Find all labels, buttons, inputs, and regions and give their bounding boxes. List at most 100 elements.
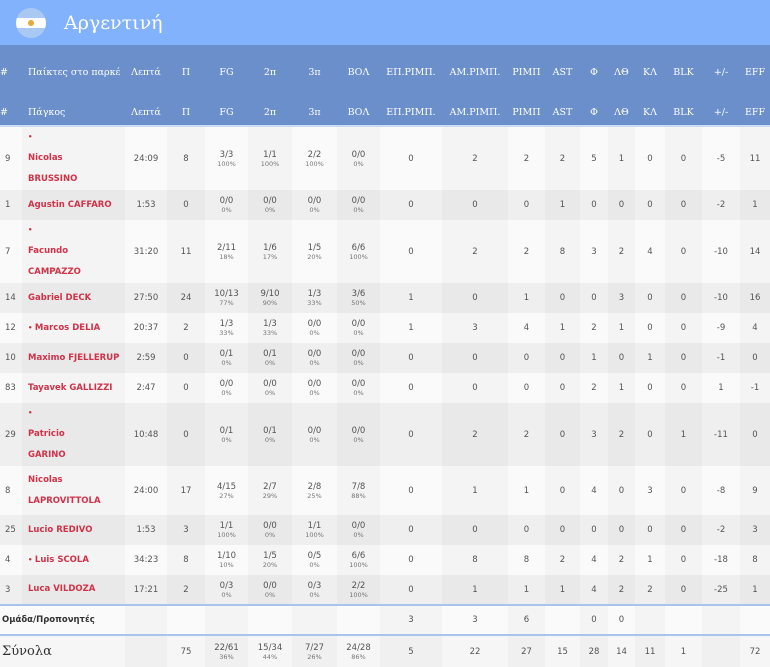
column-header[interactable]: FG xyxy=(205,45,248,100)
p3-percentage: 0% xyxy=(309,389,320,397)
column-header[interactable]: Λεπτά xyxy=(125,45,167,100)
p2-percentage: 0% xyxy=(264,590,276,599)
stat-oreb: 0 xyxy=(380,545,442,575)
player-name-link[interactable]: • Nicolas BRUSSINO xyxy=(28,127,116,190)
stat-pts: 0 xyxy=(167,343,205,373)
jersey-number: 8 xyxy=(0,466,22,515)
stat-min xyxy=(125,604,167,636)
column-header[interactable]: ΡΙΜΠ xyxy=(508,100,545,127)
column-header[interactable]: Φ xyxy=(580,45,608,100)
stat-ast: 1 xyxy=(545,313,580,343)
stat-ast: 2 xyxy=(545,126,580,190)
ft-made-attempted: 3/6 xyxy=(351,289,366,299)
total-dreb: 22 xyxy=(442,635,508,667)
stat-fg: 1/10 10% xyxy=(205,545,248,575)
column-header[interactable]: Πάγκος xyxy=(22,100,125,127)
totals-label: Σύνολα xyxy=(0,635,125,667)
stat-p2: 1/3 33% xyxy=(248,313,292,343)
column-header[interactable]: AST xyxy=(545,100,580,127)
stat-oreb: 0 xyxy=(380,190,442,220)
column-header[interactable]: ΑΜ.ΡΙΜΠ. xyxy=(442,45,508,100)
column-header[interactable]: ΒΟΛ xyxy=(337,100,380,127)
column-header[interactable]: # xyxy=(0,45,22,100)
column-header[interactable]: ΕΠ.ΡΙΜΠ. xyxy=(380,100,442,127)
fg-percentage: 18% xyxy=(219,252,234,261)
fg-percentage: 36% xyxy=(219,652,234,661)
stat-min: 17:21 xyxy=(125,575,167,605)
stat-eff: 14 xyxy=(740,220,770,283)
jersey-number: 12 xyxy=(0,313,22,343)
stat-dreb: 0 xyxy=(442,373,508,403)
column-header[interactable]: FG xyxy=(205,100,248,127)
column-header[interactable]: Π xyxy=(167,100,205,127)
column-header[interactable]: BLK xyxy=(665,100,702,127)
column-header[interactable]: ΛΘ xyxy=(608,100,635,127)
player-name-link[interactable]: Luca VILDOZA xyxy=(28,579,125,600)
stat-blk: 0 xyxy=(665,515,702,545)
column-header[interactable]: BLK xyxy=(665,45,702,100)
stat-pf: 2 xyxy=(580,373,608,403)
column-header[interactable]: 3π xyxy=(292,45,337,100)
column-header[interactable]: 2π xyxy=(248,45,292,100)
column-header[interactable]: ΒΟΛ xyxy=(337,45,380,100)
column-header[interactable]: ΛΘ xyxy=(608,45,635,100)
player-name-link[interactable]: Maximo FJELLERUP xyxy=(28,348,125,369)
column-header[interactable]: EFF xyxy=(740,100,770,127)
column-header[interactable]: +/- xyxy=(702,100,740,127)
stat-pts: 8 xyxy=(167,545,205,575)
column-header[interactable]: 3π xyxy=(292,100,337,127)
ft-percentage: 0% xyxy=(353,531,364,539)
column-header[interactable]: 2π xyxy=(248,100,292,127)
column-header[interactable]: ΚΛ xyxy=(635,100,665,127)
p2-made-attempted: 0/0 xyxy=(263,196,277,206)
player-name-link[interactable]: • Luis SCOLA xyxy=(28,550,125,571)
stat-to: 2 xyxy=(608,575,635,605)
p3-made-attempted: 0/0 xyxy=(307,425,322,436)
player-name-link[interactable]: Agustin CAFFARO xyxy=(28,195,125,216)
p2-made-attempted: 1/6 xyxy=(263,242,277,253)
column-header[interactable]: Φ xyxy=(580,100,608,127)
stat-pts: 2 xyxy=(167,575,205,605)
player-name: Luca VILDOZA xyxy=(28,584,96,594)
ft-made-attempted: 6/6 xyxy=(351,242,366,253)
stat-pts: 3 xyxy=(167,515,205,545)
total-oreb: 5 xyxy=(380,635,442,667)
player-name-link[interactable]: • Marcos DELIA xyxy=(28,318,125,339)
column-header[interactable]: EFF xyxy=(740,45,770,100)
stat-p2: 0/1 0% xyxy=(248,403,292,466)
fg-made-attempted: 22/61 xyxy=(214,642,239,653)
player-name-link[interactable]: • Patricio GARINO xyxy=(28,403,116,466)
stat-fg: 0/1 0% xyxy=(205,403,248,466)
stat-reb: 1 xyxy=(508,575,545,605)
stat-eff: 11 xyxy=(740,126,770,190)
player-name-link[interactable]: Nicolas LAPROVITTOLA xyxy=(28,470,116,512)
column-header[interactable]: Λεπτά xyxy=(125,100,167,127)
column-header[interactable]: # xyxy=(0,100,22,127)
player-name-link[interactable]: Tayavek GALLIZZI xyxy=(28,378,125,399)
player-name-link[interactable]: Gabriel DECK xyxy=(28,288,125,309)
column-header[interactable]: Παίκτες στο παρκέ xyxy=(22,45,125,100)
player-name-link[interactable]: Lucio REDIVO xyxy=(28,520,125,541)
column-header[interactable]: AST xyxy=(545,45,580,100)
stat-fg: 10/13 77% xyxy=(205,283,248,313)
column-header[interactable]: ΡΙΜΠ xyxy=(508,45,545,100)
stat-pf: 0 xyxy=(580,190,608,220)
player-name-link[interactable]: • Facundo CAMPAZZO xyxy=(28,220,116,283)
player-name: Tayavek GALLIZZI xyxy=(28,382,113,393)
column-header[interactable]: ΑΜ.ΡΙΜΠ. xyxy=(442,100,508,127)
stat-fg: 1/3 33% xyxy=(205,313,248,343)
column-header[interactable]: +/- xyxy=(702,45,740,100)
stat-min: 2:47 xyxy=(125,373,167,403)
stat-stl: 0 xyxy=(635,126,665,190)
stat-p3: 1/5 20% xyxy=(292,220,337,283)
ft-made-attempted: 0/0 xyxy=(351,319,366,329)
stat-pm: -2 xyxy=(702,515,740,545)
stat-p3: 0/0 0% xyxy=(292,373,337,403)
column-header[interactable]: Π xyxy=(167,45,205,100)
column-header[interactable]: ΕΠ.ΡΙΜΠ. xyxy=(380,45,442,100)
stat-min: 20:37 xyxy=(125,313,167,343)
stat-blk: 0 xyxy=(665,545,702,575)
column-header[interactable]: ΚΛ xyxy=(635,45,665,100)
stat-p3: 0/0 0% xyxy=(292,343,337,373)
jersey-number: 29 xyxy=(0,403,22,466)
